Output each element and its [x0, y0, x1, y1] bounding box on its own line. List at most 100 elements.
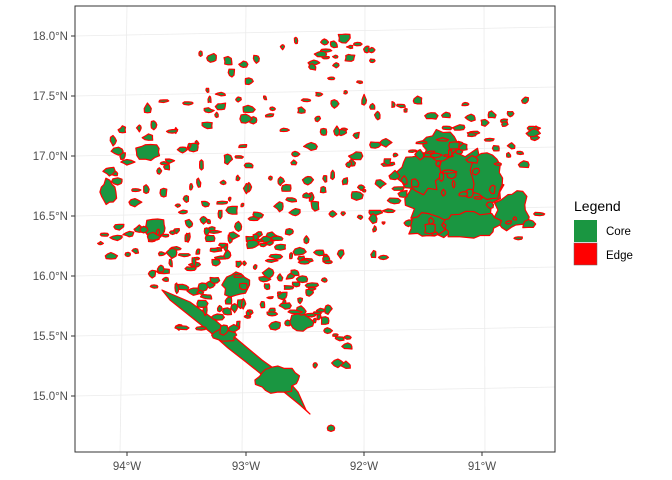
forest-patch	[284, 228, 294, 236]
legend-label-edge: Edge	[606, 250, 633, 262]
forest-patch	[424, 223, 436, 235]
forest-patch	[506, 142, 516, 150]
forest-patch	[327, 76, 336, 81]
forest-patch	[204, 234, 216, 243]
forest-patch	[383, 158, 392, 166]
forest-patch	[242, 260, 247, 267]
forest-patch	[252, 54, 260, 64]
forest-patch	[174, 203, 182, 208]
forest-patch	[264, 258, 279, 263]
forest-patch	[412, 95, 423, 105]
forest-patch	[480, 118, 490, 127]
forest-patch	[279, 127, 290, 133]
forest-patch	[288, 208, 301, 217]
forest-patch	[440, 188, 447, 197]
forest-patch	[303, 235, 310, 245]
forest-patch	[368, 212, 378, 225]
forest-patch	[239, 282, 248, 291]
forest-patch	[517, 160, 530, 169]
forest-patch	[276, 273, 284, 282]
forest-patch	[187, 142, 192, 149]
forest-patch	[388, 169, 401, 181]
forest-patch	[330, 169, 335, 181]
forest-patch	[235, 96, 242, 103]
forest-patch	[512, 216, 517, 221]
forest-patch	[267, 175, 273, 181]
panel-border	[74, 5, 556, 453]
forest-patch	[203, 227, 211, 237]
forest-patch	[448, 141, 461, 150]
forest-patch	[234, 220, 243, 232]
forest-patch	[347, 151, 364, 161]
forest-patch	[182, 194, 190, 203]
forest-patch	[225, 205, 238, 215]
forest-patch	[297, 297, 304, 305]
forest-patch	[307, 286, 317, 291]
forest-patch	[165, 247, 178, 259]
forest-patch	[451, 180, 456, 189]
forest-patch	[242, 104, 256, 114]
forest-patch	[184, 234, 189, 243]
forest-patch	[201, 200, 211, 208]
forest-patch	[184, 266, 197, 272]
forest-patch	[235, 174, 241, 182]
forest-patch	[414, 148, 425, 161]
forest-patch	[343, 334, 352, 340]
forest-patch	[159, 161, 170, 166]
forest-patch	[301, 175, 315, 186]
forest-patch	[441, 125, 453, 131]
forest-patch	[391, 186, 405, 191]
forest-patch	[270, 235, 284, 241]
forest-patch	[343, 90, 348, 95]
forest-patch	[372, 225, 378, 233]
forest-patch	[240, 202, 245, 208]
forest-patch	[263, 95, 268, 101]
forest-patch	[304, 282, 320, 288]
y-tick-label: 16.5°N	[33, 211, 68, 223]
forest-patch	[281, 183, 292, 192]
forest-patch	[493, 162, 502, 166]
forest-patch	[487, 110, 497, 119]
forest-patch	[252, 211, 264, 219]
forest-patch	[465, 155, 479, 164]
forest-patch	[214, 102, 227, 111]
forest-patch	[493, 190, 530, 232]
forest-patch	[356, 80, 364, 85]
forest-patch	[350, 191, 364, 201]
forest-patch	[319, 127, 328, 136]
x-axis: 94°W 93°W 92°W 91°W	[113, 452, 496, 473]
forest-patch	[216, 304, 223, 313]
forest-patch	[322, 175, 328, 183]
forest-patch	[326, 424, 336, 432]
legend-title: Legend	[574, 198, 621, 214]
forest-patch	[252, 233, 260, 242]
forest-patch	[203, 107, 215, 114]
forest-patch	[291, 281, 301, 288]
forest-patch	[234, 155, 244, 159]
forest-patch	[448, 149, 453, 158]
forest-patch	[135, 124, 142, 133]
forest-patch	[159, 187, 168, 198]
forest-patch	[415, 140, 428, 145]
parallel-175n	[74, 86, 556, 97]
forest-patch	[297, 106, 306, 114]
forest-patch	[483, 137, 495, 142]
forest-patch	[473, 196, 483, 200]
parallel-18n	[74, 26, 556, 37]
forest-patch	[319, 185, 327, 194]
forest-patch	[361, 188, 367, 193]
forest-patch	[216, 200, 228, 205]
x-tick-label: 94°W	[113, 461, 141, 473]
forest-patch	[501, 121, 509, 127]
forest-patch	[161, 276, 169, 282]
parallel-155n	[74, 326, 556, 337]
forest-patch	[196, 289, 205, 295]
forest-patch	[361, 93, 368, 106]
forest-patch	[214, 111, 219, 119]
forest-patch	[308, 63, 317, 71]
forest-patch	[224, 296, 233, 305]
forest-patch	[266, 296, 274, 300]
forest-patch	[242, 182, 249, 195]
forest-patch	[345, 44, 354, 50]
forest-patch	[189, 183, 194, 191]
